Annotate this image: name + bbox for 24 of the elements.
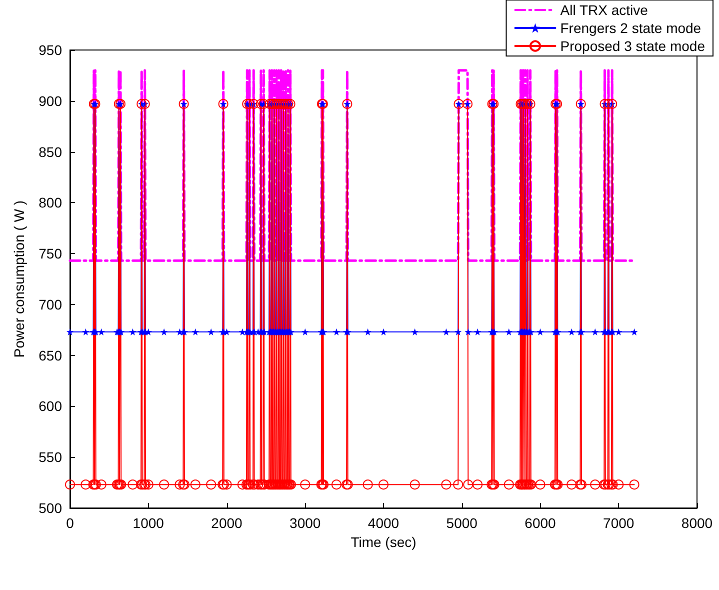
x-tick-label: 4000 (368, 515, 400, 531)
legend-label: Proposed 3 state mode (560, 38, 706, 54)
legend-label: All TRX active (560, 2, 648, 18)
y-tick-label: 650 (38, 347, 62, 364)
x-tick-label: 2000 (211, 515, 243, 531)
x-axis-title: Time (sec) (350, 534, 416, 550)
y-tick-label: 550 (38, 449, 62, 466)
y-tick-label: 900 (38, 92, 62, 109)
x-tick-label: 3000 (290, 515, 321, 531)
y-tick-label: 850 (38, 144, 62, 160)
y-tick-label: 950 (38, 42, 62, 58)
y-tick-label: 500 (38, 500, 62, 516)
x-tick-label: 7000 (603, 515, 634, 531)
y-tick-label: 700 (38, 296, 62, 312)
x-tick-label: 8000 (681, 515, 713, 531)
y-axis-title: Power consumption ( W ) (11, 200, 27, 358)
legend-label: Frengers 2 state mode (560, 20, 702, 36)
x-tick-label: 0 (66, 515, 74, 531)
x-tick-label: 1000 (132, 515, 164, 531)
x-tick-label: 6000 (524, 515, 556, 531)
x-tick-label: 5000 (446, 515, 478, 531)
y-tick-label: 600 (38, 398, 62, 414)
y-tick-label: 800 (38, 194, 62, 211)
y-tick-label: 750 (38, 246, 62, 262)
